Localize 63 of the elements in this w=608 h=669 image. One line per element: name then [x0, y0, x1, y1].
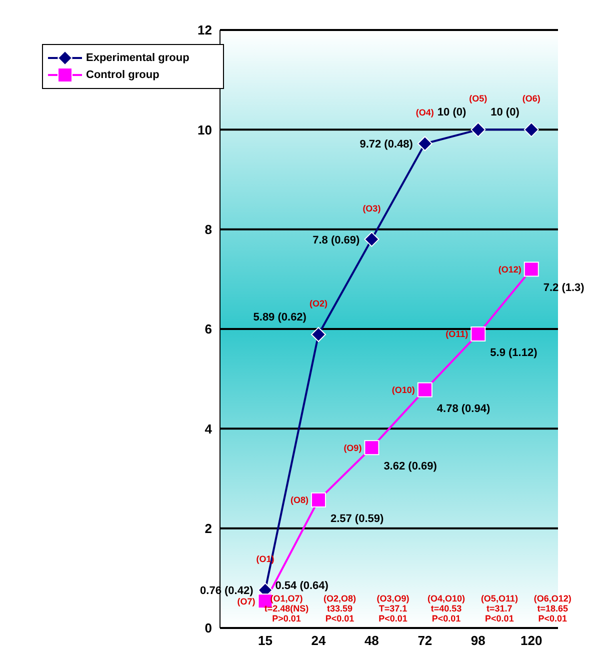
- annotation: (O8): [290, 495, 308, 506]
- annotation: (O2): [309, 298, 328, 308]
- annotation: (O4): [416, 108, 434, 118]
- data-label: 3.62 (0.69): [384, 460, 438, 473]
- annotation: P<0.01: [538, 614, 568, 624]
- point: [470, 326, 486, 342]
- point: [364, 440, 380, 456]
- y-tick-label: 2: [204, 520, 212, 536]
- annotation: (O5): [469, 94, 488, 104]
- annotation: t=18.65: [537, 603, 568, 614]
- y-tick-label: 8: [204, 222, 212, 237]
- annotation: (O12): [498, 264, 522, 274]
- annotation: (O10): [392, 384, 415, 395]
- y-tick-label: 0: [204, 620, 212, 636]
- annotation: (O2,O8): [324, 593, 356, 604]
- annotation: (O6,O12): [534, 593, 572, 604]
- y-tick-label: 10: [198, 122, 212, 138]
- y-tick-label: 12: [198, 22, 212, 38]
- point: [310, 326, 326, 342]
- point: [417, 136, 432, 152]
- annotation: (O4,O10): [427, 593, 465, 604]
- x-tick-label: 48: [364, 633, 379, 648]
- data-label: 5.89 (0.62): [253, 311, 307, 324]
- point: [524, 262, 539, 277]
- annotation: P>0.01: [272, 614, 301, 624]
- point: [417, 382, 432, 398]
- x-tick-label: 24: [311, 633, 326, 648]
- data-label: 10 (0): [437, 106, 466, 119]
- y-tick-label: 4: [204, 421, 213, 436]
- x-tick-label: 120: [520, 633, 542, 648]
- data-label: 2.57 (0.59): [330, 512, 384, 525]
- data-label: 5.9 (1.12): [490, 346, 538, 359]
- annotation: (O11): [446, 329, 468, 340]
- legend-label: Control group: [86, 69, 160, 81]
- data-label: 10 (0): [490, 106, 520, 119]
- x-tick-label: 72: [418, 633, 432, 648]
- annotation: t=31.7: [486, 603, 512, 614]
- annotation: P<0.01: [485, 614, 514, 624]
- data-label: 0.54 (0.64): [275, 580, 329, 592]
- legend-label: Experimental group: [86, 52, 190, 64]
- annotation: (O3,O9): [376, 593, 410, 604]
- x-tick-label: 98: [470, 633, 486, 648]
- annotation: t=2.48(NS): [264, 603, 309, 614]
- annotation: (O9): [344, 442, 362, 453]
- y-tick-label: 6: [204, 322, 212, 337]
- point: [470, 122, 486, 138]
- annotation: t33.59: [327, 603, 353, 614]
- annotation: (O5,O11): [480, 593, 518, 604]
- annotation: (O3): [362, 203, 381, 214]
- annotation: (O7): [237, 596, 256, 606]
- annotation: (O6): [522, 94, 540, 104]
- data-label: 4.78 (0.94): [436, 402, 490, 415]
- annotation: t=40.53: [430, 603, 462, 614]
- annotation: P<0.01: [378, 614, 408, 624]
- data-label: 7.8 (0.69): [312, 234, 360, 246]
- data-label: 9.72 (0.48): [360, 138, 414, 151]
- annotation: P<0.01: [432, 614, 461, 624]
- point: [524, 122, 539, 138]
- annotation: T=37.1: [378, 603, 408, 614]
- point: [364, 232, 380, 247]
- annotation: P<0.01: [325, 614, 354, 624]
- point: [310, 492, 326, 508]
- x-tick-label: 15: [258, 633, 272, 648]
